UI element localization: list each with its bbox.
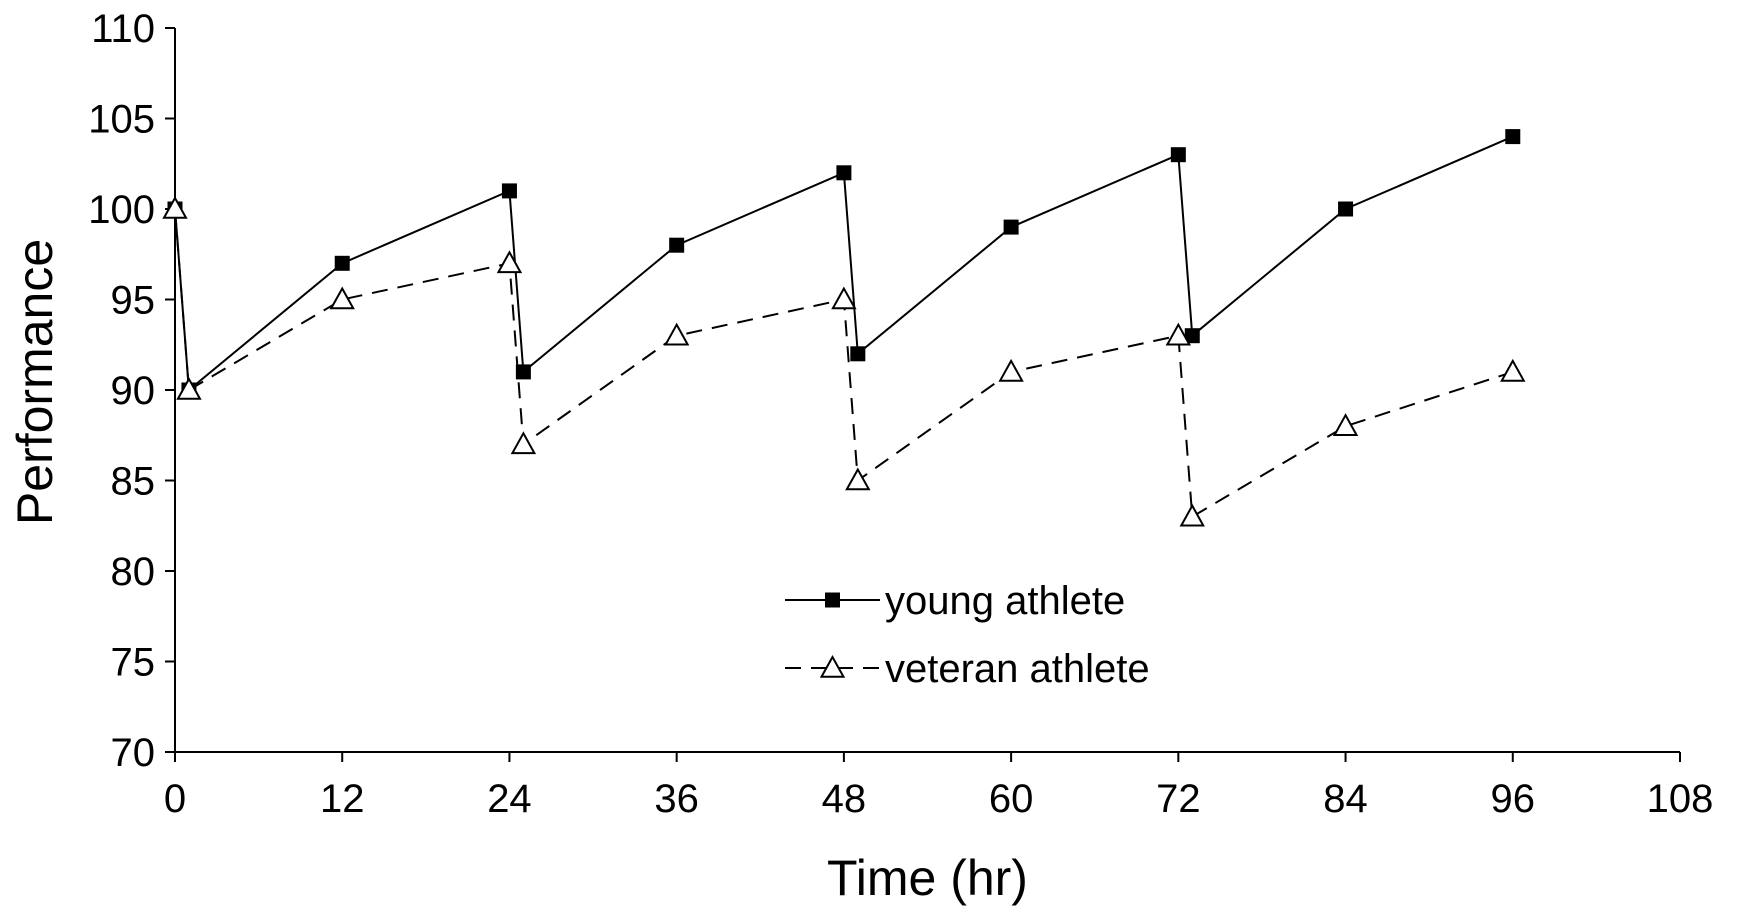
series-line-veteran-athlete [174,208,1514,519]
legend-marker-open-triangle-icon [819,654,846,678]
data-point-veteran-athlete [510,431,537,455]
y-tick-label: 85 [111,460,156,504]
x-tick-label: 84 [1323,777,1368,821]
data-point-young-athlete [334,255,350,271]
x-tick-label: 48 [822,777,867,821]
data-point-veteran-athlete [162,195,188,219]
legend-marker-filled-square-icon [825,592,840,608]
x-tick-label: 60 [989,777,1034,821]
axes: 70 75 80 85 90 95 100 105 110 0 12 24 36 48 60 72 84 96 1… [88,7,1713,821]
legend-item-young-athlete: young athlete [785,579,1125,623]
y-tick-label: 105 [88,98,155,142]
data-point-young-athlete [1003,219,1019,235]
y-tick-label: 70 [111,731,156,775]
data-point-young-athlete [850,346,866,362]
y-tick-label: 75 [111,641,156,685]
data-point-young-athlete [669,237,685,253]
x-tick-label: 108 [1647,777,1714,821]
legend-label-veteran-athlete: veteran athlete [885,647,1150,691]
y-tick-label: 80 [111,550,156,594]
x-tick-label: 96 [1491,777,1536,821]
data-point-veteran-athlete [831,286,857,310]
data-point-young-athlete [1338,201,1354,217]
x-axis-title: Time (hr) [827,850,1028,906]
data-point-young-athlete [515,364,531,380]
data-series [162,129,1526,527]
data-point-young-athlete [1505,129,1521,145]
data-point-young-athlete [836,165,852,181]
data-point-veteran-athlete [998,358,1024,382]
data-point-veteran-athlete [1332,413,1359,436]
x-axis-ticks: 0 12 24 36 48 60 72 84 96 108 [164,752,1714,821]
x-tick-label: 72 [1156,777,1201,821]
y-tick-label: 90 [111,369,156,413]
data-point-veteran-athlete [845,467,871,491]
y-tick-label: 100 [88,188,155,232]
x-tick-label: 36 [654,777,699,821]
data-point-veteran-athlete [496,250,523,274]
data-point-young-athlete [1184,328,1200,344]
legend-item-veteran-athlete: veteran athlete [785,647,1150,691]
data-point-veteran-athlete [329,286,355,310]
data-point-veteran-athlete [1179,503,1205,527]
series-young-athlete [167,129,1521,398]
y-tick-label: 95 [111,279,156,323]
data-point-veteran-athlete [663,322,690,346]
x-tick-label: 24 [487,777,532,821]
y-axis-ticks: 70 75 80 85 90 95 100 105 110 [88,7,175,775]
data-point-veteran-athlete [1500,358,1526,382]
data-point-young-athlete [1170,147,1186,163]
legend-label-young-athlete: young athlete [885,579,1125,623]
y-axis-title: Performance [7,239,63,525]
data-point-veteran-athlete [1165,322,1192,346]
data-point-young-athlete [501,183,517,199]
y-tick-label: 110 [91,7,155,51]
data-point-veteran-athlete [176,376,202,400]
x-tick-label: 0 [164,777,186,821]
legend: young athlete veteran athlete [785,579,1150,691]
series-veteran-athlete [162,195,1526,527]
x-tick-label: 12 [320,777,365,821]
